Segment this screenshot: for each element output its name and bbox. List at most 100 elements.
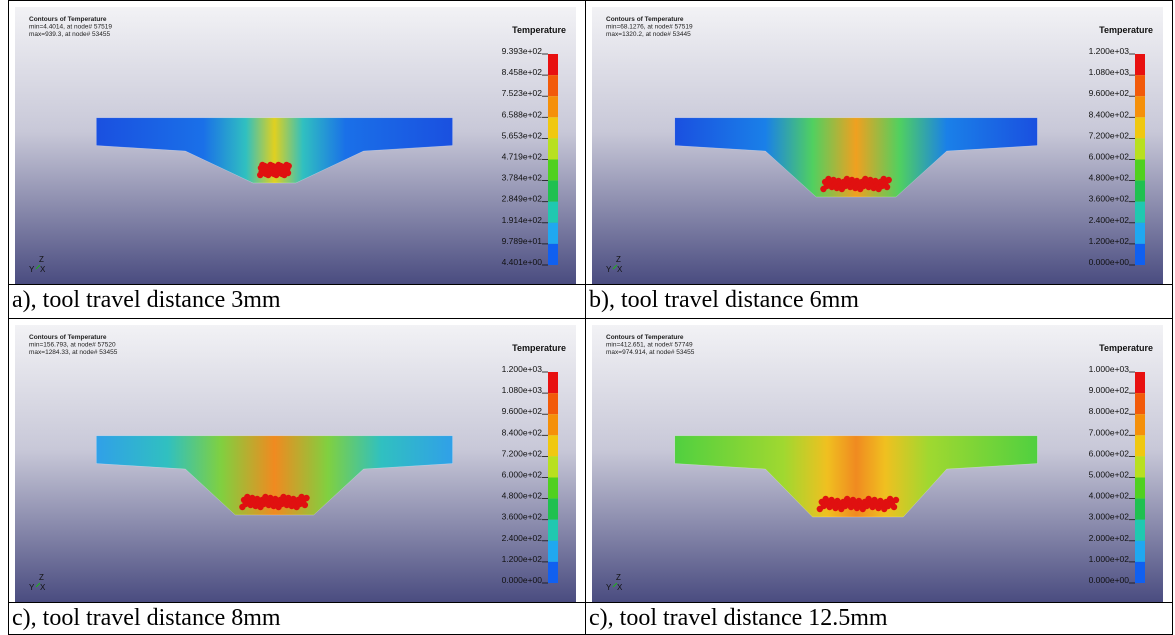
header-text: min=412.651, at node# 57749 — [606, 342, 693, 349]
legend-swatch — [548, 54, 558, 76]
legend-label: 9.393e+02 — [502, 46, 543, 56]
legend-label: 9.600e+02 — [1089, 88, 1130, 98]
legend-swatch — [548, 138, 558, 160]
legend-swatch — [548, 117, 558, 139]
legend-label: 3.000e+02 — [1089, 512, 1130, 522]
legend-label: 1.080e+03 — [502, 385, 543, 395]
legend-swatch — [1135, 117, 1145, 139]
legend-label: 0.000e+00 — [1089, 575, 1130, 585]
hot-particle — [892, 496, 900, 504]
figure: Contours of Temperature min=4.4014, at no… — [8, 0, 1173, 635]
legend-swatch — [548, 96, 558, 118]
legend-label: 1.914e+02 — [502, 215, 543, 225]
plate — [96, 435, 453, 516]
legend-label: 4.000e+02 — [1089, 491, 1130, 501]
legend-label: 1.200e+02 — [502, 554, 543, 564]
legend-label: 4.800e+02 — [1089, 173, 1130, 183]
legend-swatch — [548, 540, 558, 562]
legend-swatch — [548, 414, 558, 436]
header-text: min=156.793, at node# 57520 — [29, 342, 116, 349]
hot-particle — [885, 176, 892, 184]
legend-swatch — [1135, 435, 1145, 457]
legend-label: 3.600e+02 — [502, 512, 543, 522]
axis-y: Y — [606, 265, 612, 274]
legend-swatch — [1135, 540, 1145, 562]
caption: c), tool travel distance 8mm — [8, 602, 586, 635]
legend-label: 3.600e+02 — [1089, 194, 1130, 204]
legend-label: 6.000e+02 — [1089, 152, 1130, 162]
axis-y: Y — [606, 583, 612, 592]
legend-swatch — [1135, 201, 1145, 223]
legend-label: 5.653e+02 — [502, 130, 543, 140]
panel: Contours of Temperature min=412.651, at n… — [585, 318, 1173, 635]
legend-label: 0.000e+00 — [502, 575, 543, 585]
caption: c), tool travel distance 12.5mm — [585, 602, 1173, 635]
legend-label: 2.400e+02 — [502, 533, 543, 543]
axis-x: X — [40, 265, 46, 274]
legend-title: Temperature — [1099, 343, 1153, 353]
header-text: min=4.4014, at node# 57519 — [29, 24, 112, 31]
hot-particle — [301, 501, 309, 509]
legend-label: 1.000e+03 — [1089, 364, 1130, 374]
axis-y: Y — [29, 265, 35, 274]
legend-label: 1.080e+03 — [1089, 67, 1130, 77]
legend-swatch — [548, 456, 558, 478]
caption: a), tool travel distance 3mm — [8, 284, 586, 319]
legend-swatch — [548, 519, 558, 541]
legend-swatch — [548, 243, 558, 265]
hot-particle — [284, 169, 292, 177]
legend-swatch — [548, 159, 558, 181]
panel: Contours of Temperature min=68.1276, at n… — [585, 0, 1173, 319]
axis-x: X — [617, 265, 623, 274]
panel: Contours of Temperature min=4.4014, at no… — [8, 0, 586, 319]
legend-label: 9.789e+01 — [502, 236, 543, 246]
legend-label: 1.200e+03 — [502, 364, 543, 374]
header-text: Contours of Temperature — [606, 16, 684, 23]
header-text: max=1284.33, at node# 53455 — [29, 349, 118, 356]
legend-swatch — [1135, 75, 1145, 97]
legend-swatch — [1135, 159, 1145, 181]
legend-label: 2.000e+02 — [1089, 533, 1130, 543]
header-text: max=974.914, at node# 53455 — [606, 349, 695, 356]
legend-label: 7.200e+02 — [502, 448, 543, 458]
legend-title: Temperature — [512, 25, 566, 35]
header-text: Contours of Temperature — [606, 334, 684, 341]
axis-z: Z — [616, 573, 621, 582]
legend-swatch — [548, 75, 558, 97]
legend-swatch — [548, 477, 558, 499]
legend-swatch — [1135, 222, 1145, 244]
legend-label: 1.000e+02 — [1089, 554, 1130, 564]
legend-label: 8.400e+02 — [502, 427, 543, 437]
legend-label: 4.401e+00 — [502, 257, 543, 267]
header-text: Contours of Temperature — [29, 334, 107, 341]
legend-label: 7.000e+02 — [1089, 427, 1130, 437]
hot-particle — [285, 162, 292, 170]
caption: b), tool travel distance 6mm — [585, 284, 1173, 319]
legend-label: 6.000e+02 — [1089, 448, 1130, 458]
legend-label: 7.200e+02 — [1089, 130, 1130, 140]
legend-label: 2.849e+02 — [502, 194, 543, 204]
legend-swatch — [548, 498, 558, 520]
legend-swatch — [1135, 477, 1145, 499]
legend-title: Temperature — [1099, 25, 1153, 35]
legend-swatch — [548, 222, 558, 244]
legend-swatch — [548, 435, 558, 457]
legend-swatch — [548, 180, 558, 202]
legend-label: 4.800e+02 — [502, 491, 543, 501]
legend-label: 1.200e+03 — [1089, 46, 1130, 56]
legend-label: 8.000e+02 — [1089, 406, 1130, 416]
legend-label: 4.719e+02 — [502, 152, 543, 162]
legend-title: Temperature — [512, 343, 566, 353]
legend-label: 6.588e+02 — [502, 109, 543, 119]
hot-particle — [883, 183, 891, 191]
legend-swatch — [548, 201, 558, 223]
legend-swatch — [1135, 180, 1145, 202]
axis-line — [612, 264, 618, 270]
header-text: min=68.1276, at node# 57519 — [606, 24, 693, 31]
legend-label: 3.784e+02 — [502, 173, 543, 183]
axis-x: X — [40, 583, 46, 592]
legend-swatch — [1135, 243, 1145, 265]
